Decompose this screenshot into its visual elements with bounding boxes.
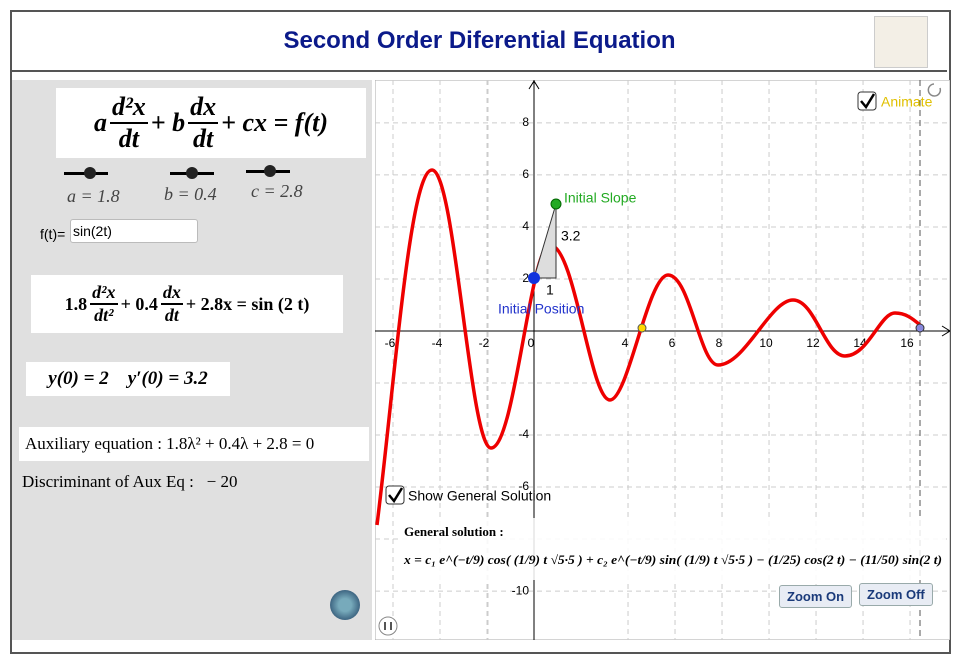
disc-label: Discriminant of Aux Eq : bbox=[22, 472, 194, 491]
left-panel: a d²x dt + b dx dt + cx = f(t) a = 1.8 b =… bbox=[12, 80, 372, 640]
check bbox=[388, 487, 404, 504]
x-tick-label: 4 bbox=[622, 336, 629, 350]
frame bbox=[10, 10, 951, 654]
logo bbox=[874, 16, 928, 68]
general-formula: x = c₁ e^(−t/9) cos( (1/9) t √5·5 ) + c₂… bbox=[403, 553, 942, 567]
eq-part: a bbox=[94, 108, 107, 137]
show-general-label: Show General Solution bbox=[408, 488, 551, 504]
slope-triangle bbox=[533, 203, 557, 279]
reset-icon[interactable] bbox=[927, 83, 942, 97]
x-tick-label: 12 bbox=[806, 336, 820, 350]
y-tick-label: 6 bbox=[522, 167, 529, 181]
x-tick-label: 8 bbox=[716, 336, 723, 350]
x-tick-label: 0 bbox=[528, 336, 535, 350]
y-tick-label: 4 bbox=[522, 219, 529, 233]
slider-c[interactable] bbox=[246, 165, 290, 177]
disc-value: − 20 bbox=[206, 472, 238, 491]
slider-b[interactable] bbox=[170, 167, 214, 179]
slider-label: c = 2.8 bbox=[251, 181, 303, 201]
pause-button[interactable] bbox=[378, 616, 398, 636]
x-tick-label: -2 bbox=[479, 336, 490, 350]
eq-part: + cx = f(t) bbox=[221, 108, 328, 137]
y-arrow bbox=[528, 80, 540, 90]
run-label: 1 bbox=[546, 282, 554, 298]
slider-label: a = 1.8 bbox=[67, 186, 120, 206]
x-tick-label: 16 bbox=[900, 336, 914, 350]
animate-label: Animate bbox=[881, 94, 933, 110]
eq-part: 1.8 bbox=[64, 293, 88, 314]
zoom-off-button[interactable]: Zoom Off bbox=[859, 583, 933, 606]
solution-curve bbox=[375, 168, 922, 526]
ft-label: f(t)= bbox=[40, 226, 66, 242]
eq-part: dx bbox=[188, 92, 219, 124]
globe-icon[interactable] bbox=[330, 590, 360, 620]
equation: a d²x dt + b dx dt + cx = f(t) bbox=[56, 88, 366, 158]
slider-a[interactable] bbox=[64, 167, 108, 179]
eq-part: + b bbox=[150, 108, 186, 137]
eq-part: dt bbox=[193, 124, 214, 153]
y-tick-label: 8 bbox=[522, 115, 529, 129]
aux-label: Auxiliary equation : bbox=[25, 434, 162, 453]
pause-icon bbox=[384, 622, 392, 630]
specific-equation: 1.8 d²x dt² + 0.4 dx dt + 2.8x = sin (2 t) bbox=[31, 275, 343, 333]
eq-part: dx bbox=[160, 282, 183, 305]
check bbox=[860, 93, 876, 110]
point bbox=[915, 323, 925, 333]
eq-part: dt² bbox=[94, 305, 114, 325]
general-title: General solution : bbox=[404, 524, 504, 539]
eq-part: d²x bbox=[90, 282, 118, 305]
eq-part: dt bbox=[164, 305, 179, 325]
title: Second Order Diferential Equation bbox=[283, 27, 676, 54]
y-tick-label: -6 bbox=[518, 479, 529, 493]
slider-label: b = 0.4 bbox=[164, 184, 217, 204]
y-tick-label: 2 bbox=[522, 271, 529, 285]
initial-conditions: y(0) = 2 y′(0) = 3.2 bbox=[26, 362, 230, 396]
y-tick-label: -10 bbox=[512, 583, 530, 597]
initial-slope-label: Initial Slope bbox=[564, 190, 637, 206]
point bbox=[637, 323, 647, 333]
zoom-on-button[interactable]: Zoom On bbox=[779, 585, 853, 608]
initial-position-label: Initial Position bbox=[498, 301, 584, 317]
aux-eq: 1.8λ² + 0.4λ + 2.8 = 0 bbox=[166, 434, 315, 453]
x-arrow bbox=[941, 325, 950, 337]
initial-position-point[interactable] bbox=[528, 272, 540, 284]
initial-slope-point[interactable] bbox=[550, 198, 562, 210]
eq-part: + 2.8x = sin (2 t) bbox=[185, 293, 310, 314]
x-tick-label: 10 bbox=[759, 336, 773, 350]
eq-part: dt bbox=[118, 124, 140, 153]
aux-equation: Auxiliary equation : 1.8λ² + 0.4λ + 2.8 … bbox=[19, 427, 369, 461]
x-tick-label: -6 bbox=[385, 336, 396, 350]
eq-part: + 0.4 bbox=[120, 293, 158, 314]
formula-box bbox=[398, 518, 946, 580]
header: Second Order Diferential Equation bbox=[12, 12, 947, 72]
x-tick-label: 6 bbox=[669, 336, 676, 350]
discriminant: Discriminant of Aux Eq : − 20 bbox=[22, 472, 237, 492]
eq-part: d²x bbox=[110, 92, 148, 124]
ft-input[interactable]: sin(2t) bbox=[70, 219, 198, 243]
y-tick-label: -4 bbox=[518, 427, 529, 441]
rise-label: 3.2 bbox=[561, 228, 581, 244]
x-tick-label: -4 bbox=[432, 336, 443, 350]
